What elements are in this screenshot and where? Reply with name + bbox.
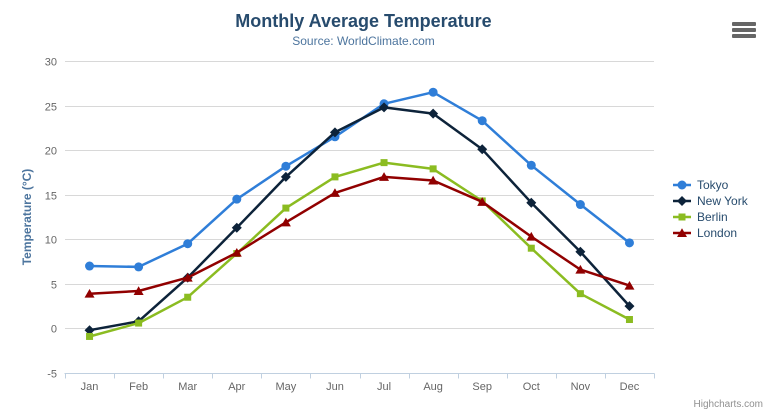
svg-text:10: 10 [45, 235, 57, 247]
svg-text:May: May [275, 381, 296, 393]
series-tokyo[interactable] [85, 87, 634, 272]
legend-label: Berlin [697, 210, 728, 224]
tokyo-point-Dec[interactable] [624, 238, 634, 248]
legend-label: Tokyo [697, 178, 729, 192]
london-point-Jul[interactable] [379, 172, 390, 181]
tokyo-point-Sep[interactable] [477, 116, 487, 126]
tokyo-point-Mar[interactable] [183, 239, 193, 249]
svg-text:-5: -5 [47, 369, 57, 381]
new-york-point-Jan[interactable] [84, 325, 95, 336]
legend-item-london[interactable]: London [672, 225, 748, 241]
berlin-point-Jun[interactable] [331, 173, 339, 181]
new-york-point-Jul[interactable] [379, 102, 390, 113]
tokyo-point-May[interactable] [281, 161, 291, 171]
x-axis: Jan Feb Mar Apr May Jun Jul Aug Sep Oct Nov Dec [64, 373, 655, 393]
hamburger-bar [732, 34, 756, 38]
new-york-point-Jun[interactable] [329, 127, 340, 138]
berlin-point-Feb[interactable] [135, 319, 143, 327]
london-point-Apr[interactable] [231, 247, 242, 257]
tokyo-point-Oct[interactable] [526, 160, 536, 170]
london-point-Nov[interactable] [575, 264, 586, 274]
london-point-Jan[interactable] [84, 288, 95, 298]
tokyo-point-Jan[interactable] [85, 261, 95, 271]
london-point-Feb[interactable] [133, 286, 144, 295]
new-york-point-Oct[interactable] [526, 197, 537, 208]
new-york-point-Sep[interactable] [477, 144, 488, 155]
y-axis-labels: -5 0 5 10 15 20 25 30 [45, 57, 57, 381]
new-york-point-May[interactable] [280, 171, 291, 182]
svg-text:30: 30 [45, 57, 57, 69]
svg-text:Sep: Sep [472, 381, 492, 393]
svg-text:20: 20 [45, 146, 57, 158]
berlin-point-Jan[interactable] [86, 332, 94, 340]
hamburger-bar [732, 28, 756, 32]
london-point-May[interactable] [280, 217, 291, 227]
tokyo-point-Apr[interactable] [232, 194, 242, 204]
new-york-point-Apr[interactable] [231, 222, 242, 233]
berlin-point-May[interactable] [282, 204, 290, 212]
berlin-point-Jul[interactable] [380, 159, 388, 167]
svg-text:Jul: Jul [377, 381, 391, 393]
new-york-point-Nov[interactable] [575, 246, 586, 257]
svg-text:Nov: Nov [571, 381, 591, 393]
svg-text:5: 5 [51, 280, 57, 292]
london-point-Jun[interactable] [329, 188, 340, 197]
svg-text:Aug: Aug [423, 381, 443, 393]
london-point-Dec[interactable] [624, 280, 635, 290]
berlin-point-Dec[interactable] [625, 316, 633, 324]
credits-link[interactable]: Highcharts.com [693, 399, 763, 410]
legend: Tokyo New York Berlin London [672, 177, 748, 241]
svg-text:0: 0 [51, 324, 57, 336]
svg-text:25: 25 [45, 102, 57, 114]
legend-item-berlin[interactable]: Berlin [672, 209, 748, 225]
berlin-point-Oct[interactable] [527, 244, 535, 252]
legend-item-new-york[interactable]: New York [672, 193, 748, 209]
berlin-point-Nov[interactable] [576, 290, 584, 298]
y-axis-title: Temperature (°C) [20, 168, 34, 266]
london-point-Mar[interactable] [182, 272, 193, 282]
berlin-legend-marker-icon [673, 213, 691, 221]
chart-title: Monthly Average Temperature [235, 11, 492, 31]
london-point-Sep[interactable] [477, 197, 488, 206]
y-gridlines [65, 61, 654, 374]
svg-text:15: 15 [45, 191, 57, 203]
new-york-legend-marker-icon [673, 196, 691, 206]
svg-text:Oct: Oct [523, 381, 540, 393]
series-new-york[interactable] [84, 102, 635, 336]
new-york-point-Aug[interactable] [428, 108, 439, 119]
new-york-point-Dec[interactable] [624, 301, 635, 312]
london-legend-marker-icon [673, 228, 691, 237]
tokyo-legend-marker-icon [673, 180, 691, 190]
tokyo-point-Nov[interactable] [575, 200, 585, 210]
berlin-point-Aug[interactable] [429, 165, 437, 173]
legend-label: New York [697, 194, 748, 208]
svg-text:Feb: Feb [129, 381, 148, 393]
svg-text:Jan: Jan [81, 381, 99, 393]
london-point-Aug[interactable] [428, 175, 439, 185]
chart-subtitle: Source: WorldClimate.com [292, 34, 435, 48]
berlin-point-Mar[interactable] [184, 293, 192, 301]
svg-text:Jun: Jun [326, 381, 344, 393]
svg-text:Mar: Mar [178, 381, 197, 393]
london-point-Oct[interactable] [526, 231, 537, 241]
series-london[interactable] [84, 172, 635, 298]
legend-item-tokyo[interactable]: Tokyo [672, 177, 748, 193]
hamburger-bar [732, 22, 756, 26]
tokyo-point-Feb[interactable] [134, 262, 144, 272]
svg-text:Dec: Dec [620, 381, 640, 393]
tokyo-point-Aug[interactable] [428, 87, 438, 97]
hamburger-menu-icon[interactable] [731, 21, 757, 41]
svg-text:Apr: Apr [228, 381, 245, 393]
legend-label: London [697, 226, 738, 240]
